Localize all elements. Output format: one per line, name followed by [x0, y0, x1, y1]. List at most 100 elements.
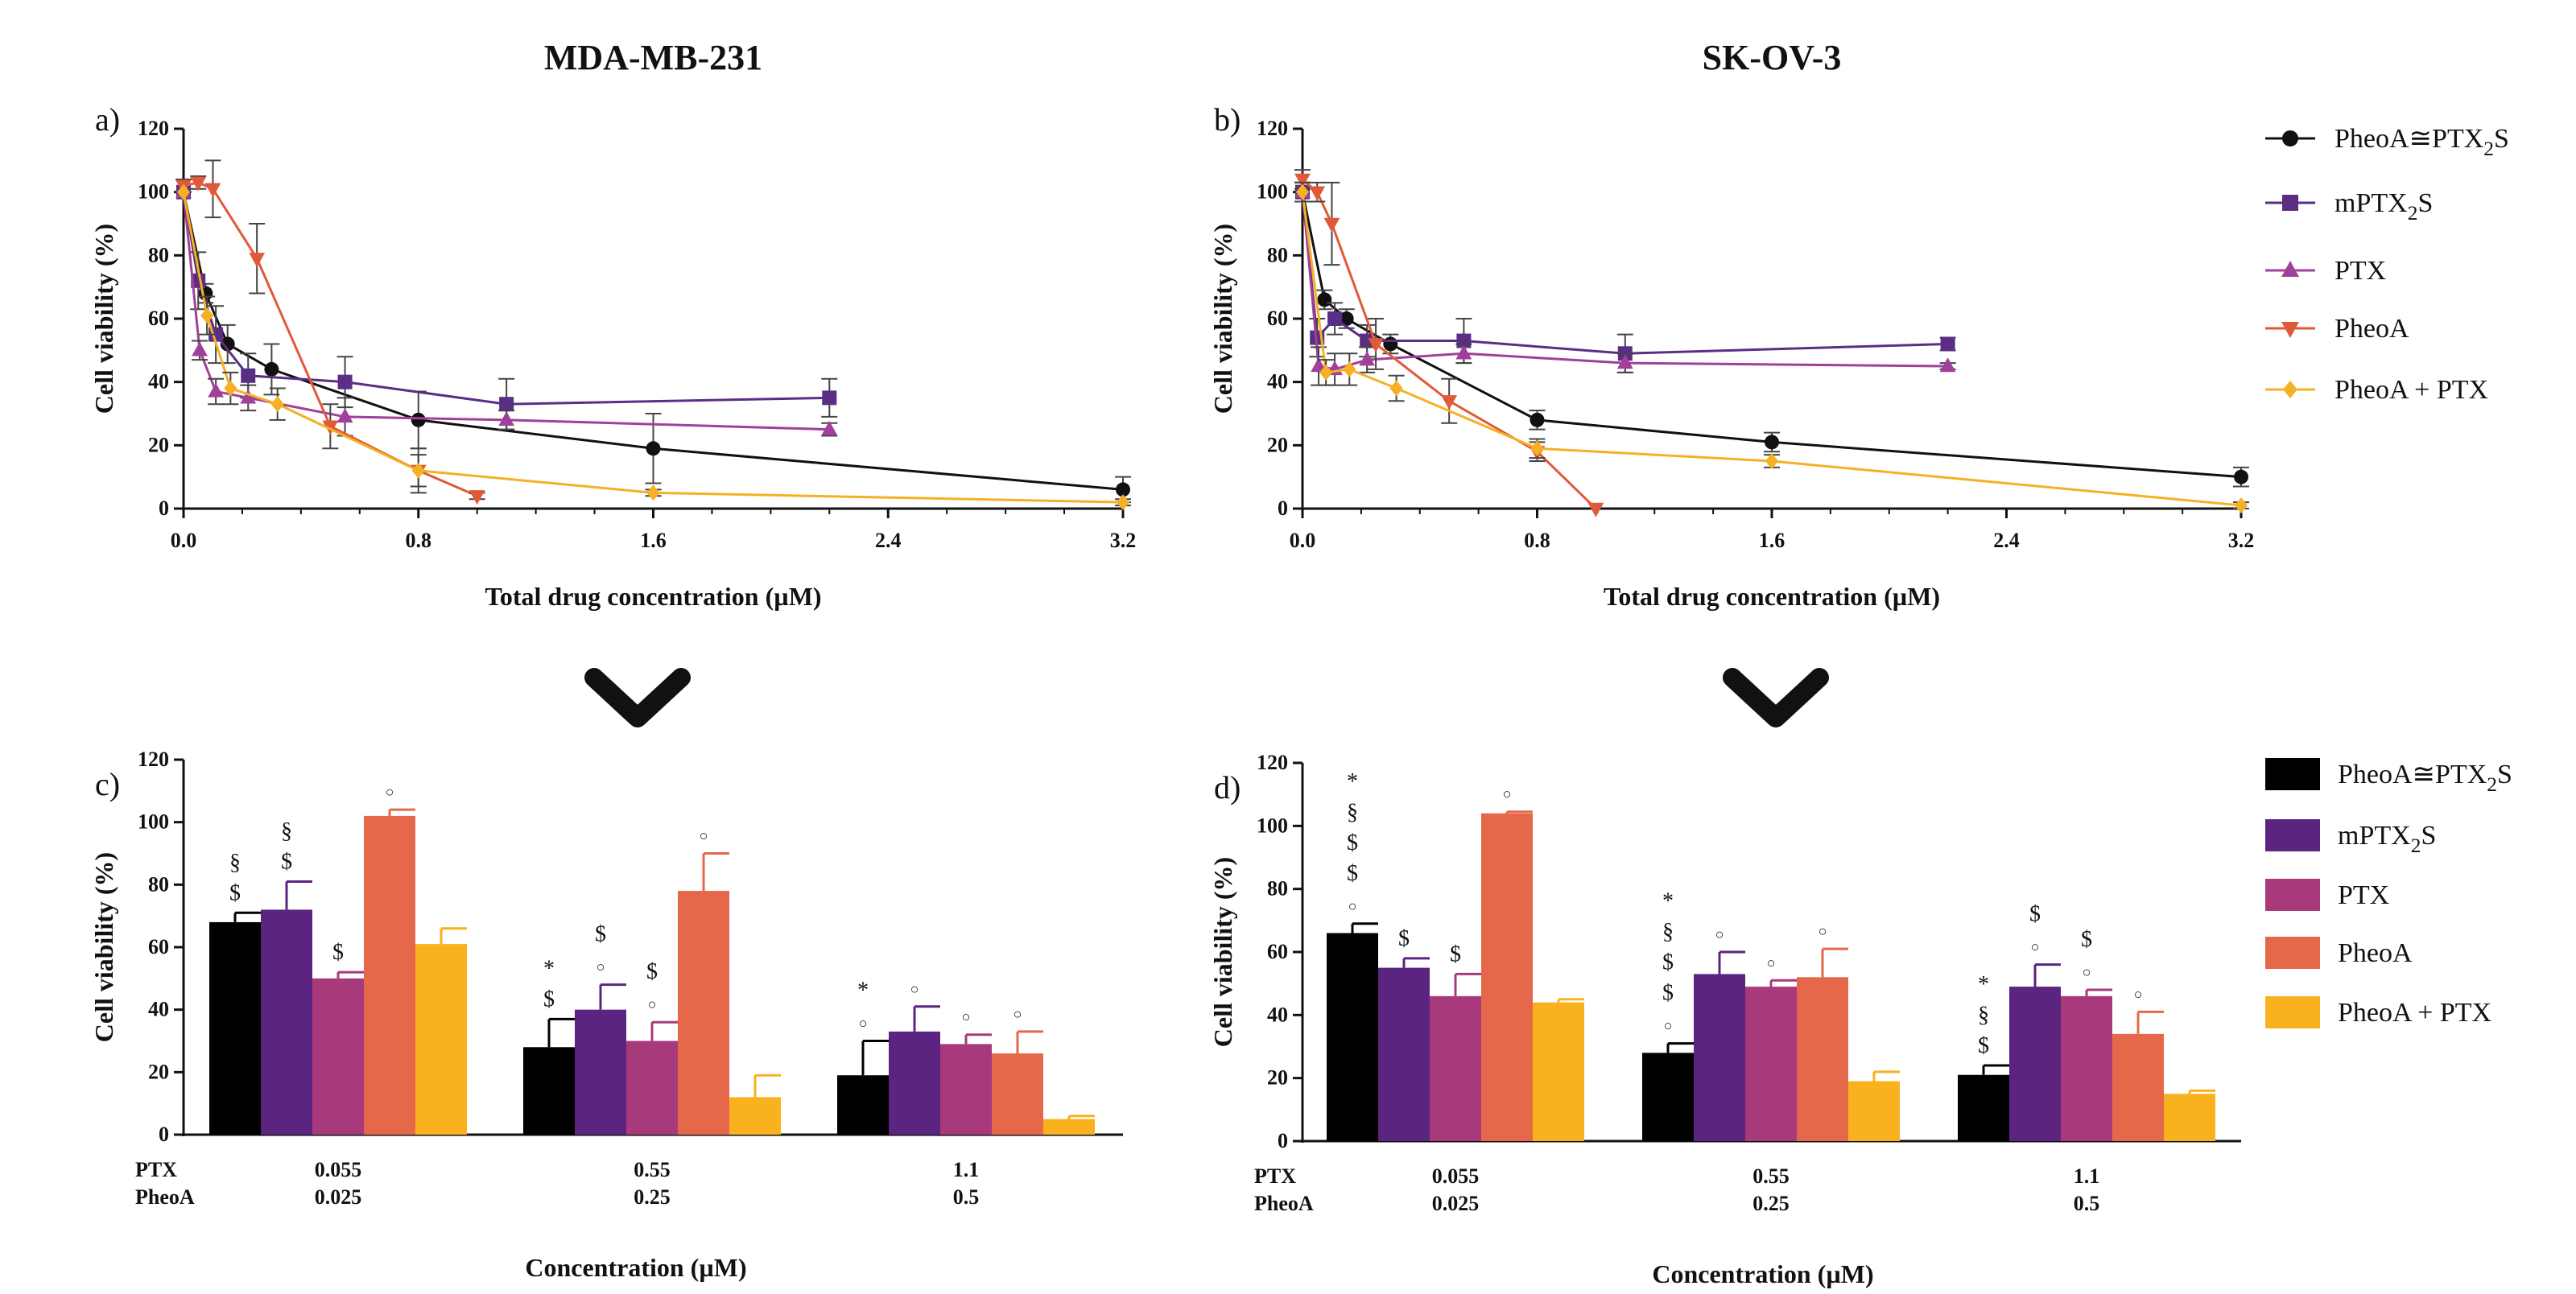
significance-mark: $: [646, 959, 658, 984]
data-point: [1360, 333, 1375, 348]
bar: [1533, 1002, 1584, 1141]
legend-swatch: [2265, 758, 2320, 790]
data-point: [337, 374, 353, 389]
data-point: [264, 361, 279, 377]
significance-mark: $: [2081, 927, 2092, 952]
significance-mark: $: [281, 849, 292, 874]
data-point: [1359, 351, 1376, 366]
y-tick-label: 60: [148, 935, 169, 958]
x-tick-label: 3.2: [2228, 529, 2255, 552]
bar: [1481, 813, 1533, 1141]
y-axis-label: Cell viability (%): [1208, 224, 1237, 414]
significance-mark: §: [281, 818, 292, 843]
x-tick-label: 2.4: [1993, 529, 2020, 552]
category-ptx-value: 0.55: [634, 1158, 671, 1181]
significance-mark: ○: [2083, 964, 2091, 980]
bar: [729, 1097, 781, 1135]
panel-label: b): [1214, 101, 1241, 138]
bar: [837, 1075, 889, 1135]
data-point: [1940, 336, 1955, 352]
legend-label: PheoA + PTX: [2338, 998, 2491, 1028]
data-point: [1765, 435, 1779, 450]
data-point: [469, 490, 485, 505]
data-point: [1368, 338, 1384, 353]
bar: [523, 1047, 575, 1135]
significance-mark: $: [2029, 902, 2041, 927]
legend-label: PheoA≅PTX2S: [2334, 124, 2509, 160]
data-point: [1530, 440, 1544, 457]
legend-bottom: PheoA≅PTX2S mPTX2S PTX PheoA PheoA + PTX: [2265, 758, 2512, 1028]
data-point: [204, 183, 221, 198]
legend-swatch-marker: [2281, 322, 2299, 338]
significance-mark: §: [1662, 920, 1674, 945]
data-point: [1295, 183, 1310, 200]
y-tick-label: 0: [1278, 497, 1288, 520]
data-point: [1530, 412, 1545, 427]
category-pheoa-value: 0.025: [1432, 1192, 1480, 1215]
category-pheoa-value: 0.025: [315, 1185, 362, 1209]
series-0: [176, 184, 1131, 504]
significance-mark: $: [229, 880, 241, 905]
data-point: [411, 462, 425, 479]
y-axis-label: Cell viability (%): [89, 852, 118, 1042]
series-4: [1294, 181, 2249, 513]
series-3: [1294, 169, 1604, 517]
legend-label: mPTX2S: [2334, 188, 2433, 225]
data-point: [249, 253, 266, 268]
data-point: [208, 382, 225, 398]
bar: [1745, 987, 1797, 1141]
significance-mark: §: [1978, 1003, 1989, 1028]
data-point: [2234, 497, 2248, 513]
category-pheoa-value: 0.5: [953, 1185, 980, 1209]
chevron-down-icon: [1723, 668, 1829, 727]
y-tick-label: 80: [148, 872, 169, 896]
row-label-pheoa: PheoA: [135, 1185, 195, 1209]
significance-mark: $: [1450, 942, 1461, 966]
panel-title: MDA-MB-231: [544, 38, 762, 77]
y-tick-label: 120: [138, 117, 169, 140]
data-point: [499, 397, 514, 412]
x-axis-label: Concentration (µM): [525, 1253, 746, 1282]
x-tick-label: 2.4: [875, 529, 902, 552]
bar: [2112, 1033, 2164, 1141]
x-tick-label: 0.0: [171, 529, 197, 552]
y-axis-label: Cell viability (%): [1208, 857, 1237, 1047]
significance-mark: §: [1347, 800, 1358, 825]
bar: [1797, 977, 1848, 1141]
significance-mark: ○: [2031, 939, 2040, 955]
series-4: [176, 183, 1131, 511]
data-point: [190, 176, 207, 192]
data-point: [822, 390, 837, 406]
y-tick-label: 100: [138, 180, 169, 204]
category-ptx-value: 1.1: [953, 1158, 980, 1181]
y-axis-label: Cell viability (%): [89, 224, 118, 414]
legend-label: PTX: [2334, 256, 2386, 286]
data-point: [821, 420, 838, 435]
data-point: [1939, 357, 1956, 373]
legend-label: PheoA + PTX: [2334, 375, 2488, 405]
x-axis-label: Total drug concentration (µM): [485, 582, 821, 611]
data-point: [1317, 292, 1332, 307]
significance-mark: ○: [962, 1009, 971, 1025]
data-point: [220, 336, 235, 352]
bar-chart-c: 0 20 40 60 80 100 120 c) Cell viability (%) Conce…: [89, 748, 1123, 1282]
legend-swatch-marker: [2282, 130, 2298, 146]
bar: [1958, 1074, 2009, 1141]
data-point: [1116, 482, 1130, 497]
significance-mark: ○: [1818, 923, 1827, 939]
data-point: [498, 411, 515, 427]
bar: [678, 891, 729, 1135]
line-chart-b: 0 20 40 60 80 100 120 0.0 0.8 1.6 2.4 3.2 SK-OV-3 b) T…: [1208, 38, 2254, 611]
significance-mark: $: [1398, 926, 1410, 951]
data-point: [1327, 311, 1343, 326]
series-line: [1301, 192, 1948, 355]
y-tick-label: 20: [1267, 433, 1288, 456]
data-point: [270, 396, 284, 413]
bar: [940, 1044, 992, 1135]
y-tick-label: 100: [138, 810, 169, 834]
bar: [992, 1053, 1043, 1135]
bar: [1642, 1053, 1694, 1141]
data-point: [1294, 173, 1311, 188]
significance-mark: $: [1347, 830, 1358, 855]
category-pheoa-value: 0.25: [1752, 1192, 1790, 1215]
